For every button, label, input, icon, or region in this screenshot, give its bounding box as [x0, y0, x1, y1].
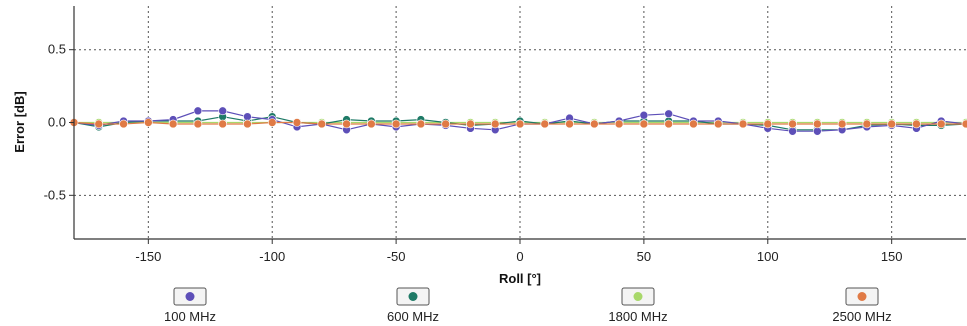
data-point — [639, 119, 649, 129]
data-point — [614, 119, 624, 129]
data-point — [416, 119, 426, 129]
data-point — [391, 119, 401, 129]
data-point — [441, 119, 450, 129]
data-point — [367, 119, 376, 129]
data-point — [565, 119, 574, 129]
x-tick-label: -150 — [135, 249, 161, 264]
data-point — [218, 119, 227, 129]
data-point — [94, 119, 104, 129]
data-point — [788, 119, 797, 129]
data-point — [590, 119, 599, 129]
data-point — [292, 118, 302, 127]
y-tick-label: 0.0 — [48, 115, 66, 130]
x-tick-label: 150 — [881, 249, 903, 264]
x-tick-label: 50 — [637, 249, 651, 264]
data-point — [887, 119, 896, 129]
data-point — [243, 112, 252, 121]
y-tick-label: 0.5 — [48, 42, 66, 57]
x-tick-label: 0 — [516, 249, 523, 264]
y-tick-label: -0.5 — [44, 187, 66, 202]
legend-marker — [857, 292, 867, 301]
data-point — [243, 119, 252, 129]
legend-label: 2500 MHz — [832, 309, 891, 324]
data-point — [144, 118, 153, 127]
x-axis-title: Roll [°] — [499, 271, 541, 286]
x-ticks: -150 -100 -50 0 50 100 150 — [135, 239, 903, 264]
data-point — [267, 118, 277, 127]
data-point — [342, 119, 351, 129]
y-ticks: -0.5 0.0 0.5 — [44, 42, 74, 202]
data-point — [961, 119, 967, 129]
data-point — [936, 119, 946, 129]
legend-marker — [633, 292, 643, 301]
data-point — [813, 126, 822, 136]
x-tick-label: 100 — [757, 249, 779, 264]
data-point — [218, 106, 227, 116]
legend-marker — [185, 292, 195, 301]
data-point — [317, 119, 327, 129]
data-point — [664, 119, 673, 129]
legend-label: 1800 MHz — [608, 309, 667, 324]
data-point — [689, 119, 698, 129]
data-point — [193, 106, 203, 116]
x-tick-label: -50 — [387, 249, 406, 264]
data-point — [168, 119, 178, 129]
data-point — [862, 119, 872, 129]
data-point — [912, 119, 921, 129]
legend-label: 100 MHz — [164, 309, 216, 324]
data-point — [813, 119, 822, 129]
data-point — [515, 119, 525, 129]
data-point — [763, 119, 773, 129]
legend-label: 600 MHz — [387, 309, 439, 324]
data-point — [738, 119, 748, 129]
data-point — [490, 119, 500, 129]
data-point — [713, 119, 723, 129]
data-point — [837, 119, 847, 129]
data-point — [664, 109, 673, 119]
data-point — [788, 126, 797, 136]
data-point — [639, 110, 649, 120]
legend-marker — [408, 292, 418, 301]
data-point — [540, 119, 550, 129]
y-axis-title: Error [dB] — [12, 91, 27, 152]
legend: 100 MHz 600 MHz 1800 MHz 2500 MHz — [164, 287, 892, 324]
data-point — [193, 119, 203, 129]
data-point — [466, 119, 475, 129]
x-tick-label: -100 — [259, 249, 285, 264]
data-point — [119, 119, 128, 129]
